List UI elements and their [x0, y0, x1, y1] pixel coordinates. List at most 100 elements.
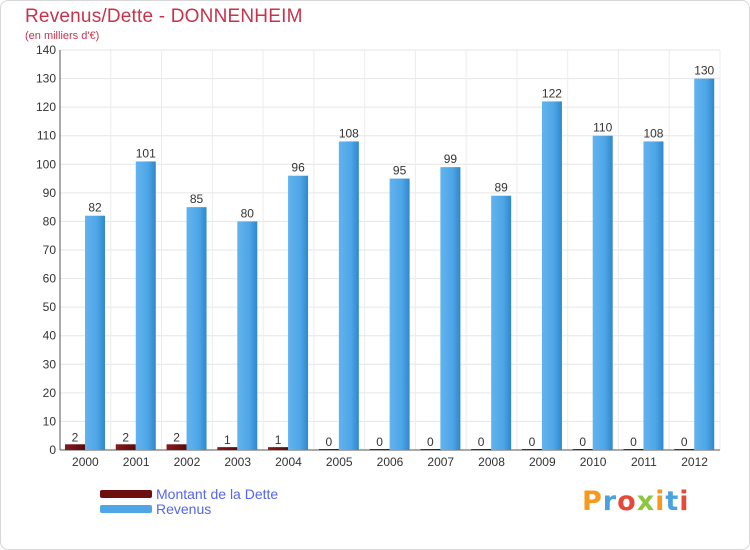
bar-revenus	[389, 178, 410, 451]
data-label-dette: 0	[427, 435, 434, 449]
x-tick-label: 2007	[427, 455, 454, 469]
bar-dette	[420, 449, 441, 450]
bar-revenus	[440, 167, 461, 450]
logo-letter: i	[679, 486, 690, 517]
bar-revenus	[491, 195, 512, 450]
data-label-dette: 2	[122, 430, 129, 444]
data-label-dette: 1	[275, 433, 282, 447]
bars	[65, 78, 715, 451]
x-tick-label: 2005	[326, 455, 353, 469]
y-tick-label: 50	[43, 300, 57, 314]
bar-revenus	[694, 78, 715, 451]
chart-title: Revenus/Dette - DONNENHEIM	[25, 6, 303, 27]
data-label-dette: 0	[630, 435, 637, 449]
legend-label-revenus: Revenus	[156, 500, 212, 517]
bar-dette	[318, 449, 339, 450]
y-tick-label: 130	[36, 72, 56, 86]
data-label-revenus: 101	[136, 146, 156, 160]
data-label-dette: 0	[326, 435, 333, 449]
data-label-dette: 0	[478, 435, 485, 449]
data-label-revenus: 80	[241, 206, 255, 220]
data-label-revenus: 108	[643, 126, 663, 140]
legend-item-dette: Montant de la Dette	[100, 485, 279, 502]
data-label-revenus: 82	[88, 201, 102, 215]
data-label-dette: 1	[224, 433, 231, 447]
logo-letter: r	[602, 486, 618, 517]
bar-revenus	[85, 215, 105, 450]
bar-revenus	[135, 161, 156, 450]
bar-dette	[572, 449, 593, 450]
proxiti-logo: Proxiti	[582, 486, 690, 517]
bar-dette	[115, 444, 136, 450]
y-tick-label: 60	[43, 272, 57, 286]
legend-item-revenus: Revenus	[100, 500, 278, 517]
y-tick-label: 100	[36, 157, 56, 171]
y-tick-label: 110	[37, 129, 56, 143]
y-tick-label: 140	[36, 43, 56, 57]
legend-swatch-dette	[100, 489, 152, 498]
y-tick-label: 0	[49, 443, 56, 457]
bar-dette	[623, 449, 644, 450]
bar-revenus	[338, 141, 359, 450]
logo-letter: P	[582, 486, 603, 517]
bar-dette	[674, 449, 695, 450]
logo-letter: i	[655, 486, 666, 517]
x-tick-label: 2012	[681, 455, 708, 469]
y-tick-label: 30	[43, 357, 57, 371]
data-label-revenus: 89	[494, 181, 508, 195]
data-label-dette: 0	[529, 435, 536, 449]
x-tick-label: 2001	[123, 455, 150, 469]
chart-subtitle: (en milliers d'€)	[25, 30, 100, 42]
x-tick-label: 2008	[478, 455, 505, 469]
bar-revenus	[288, 175, 309, 450]
data-label-dette: 2	[72, 430, 79, 444]
legend: Montant de la Dette Revenus	[100, 485, 279, 517]
data-label-revenus: 85	[190, 192, 204, 206]
data-label-revenus: 95	[393, 164, 407, 178]
bar-dette	[268, 447, 289, 450]
x-tick-label: 2003	[224, 455, 251, 469]
y-tick-label: 10	[43, 414, 57, 428]
y-tick-label: 20	[43, 386, 57, 400]
logo-letter: x	[636, 486, 656, 517]
bar-dette	[521, 449, 542, 450]
data-label-dette: 0	[376, 435, 383, 449]
data-label-revenus: 99	[444, 152, 458, 166]
x-tick-label: 2011	[631, 455, 657, 469]
legend-label-dette: Montant de la Dette	[156, 485, 279, 502]
data-label-revenus: 96	[291, 161, 305, 175]
logo-letter: t	[665, 486, 680, 517]
bar-revenus	[541, 101, 562, 450]
bar-revenus	[237, 221, 258, 450]
data-label-dette: 0	[681, 435, 688, 449]
y-tick-label: 40	[43, 329, 57, 343]
bar-revenus	[592, 135, 613, 450]
data-label-revenus: 110	[593, 121, 612, 135]
data-label-revenus: 108	[339, 126, 359, 140]
data-label-dette: 2	[173, 430, 180, 444]
x-tick-label: 2010	[580, 455, 607, 469]
labels: 0102030405060708090100110120130140282200…	[36, 43, 715, 469]
bar-dette	[166, 444, 187, 450]
data-label-dette: 0	[579, 435, 586, 449]
x-tick-label: 2002	[174, 455, 201, 469]
y-tick-label: 120	[36, 100, 56, 114]
bar-revenus	[643, 141, 664, 450]
y-tick-label: 90	[43, 186, 57, 200]
x-tick-label: 2009	[529, 455, 556, 469]
bar-dette	[369, 449, 390, 450]
data-label-revenus: 130	[694, 64, 714, 78]
bar-dette	[217, 447, 238, 450]
data-label-revenus: 122	[542, 86, 562, 100]
y-tick-label: 80	[43, 214, 57, 228]
x-tick-label: 2000	[72, 455, 99, 469]
bar-revenus	[186, 207, 207, 450]
y-tick-label: 70	[43, 243, 57, 257]
logo-letter: o	[617, 486, 637, 517]
x-tick-label: 2006	[377, 455, 404, 469]
bar-dette	[471, 449, 492, 450]
legend-swatch-revenus	[100, 504, 152, 513]
x-tick-label: 2004	[275, 455, 302, 469]
